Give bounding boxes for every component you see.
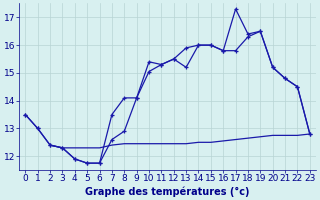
X-axis label: Graphe des températures (°c): Graphe des températures (°c) [85,186,250,197]
